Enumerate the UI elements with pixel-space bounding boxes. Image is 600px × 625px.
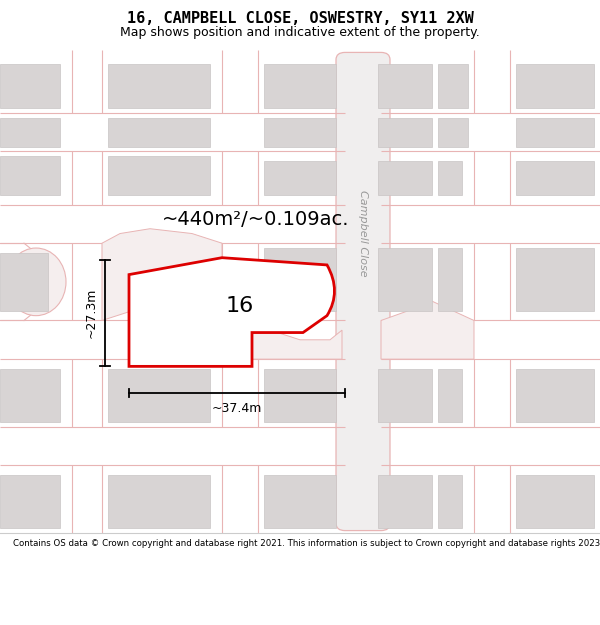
FancyBboxPatch shape: [516, 475, 594, 528]
FancyBboxPatch shape: [0, 156, 60, 195]
Text: Map shows position and indicative extent of the property.: Map shows position and indicative extent…: [120, 26, 480, 39]
FancyBboxPatch shape: [108, 118, 210, 147]
FancyBboxPatch shape: [516, 64, 594, 108]
FancyBboxPatch shape: [108, 64, 210, 108]
Text: ~27.3m: ~27.3m: [85, 288, 98, 338]
FancyBboxPatch shape: [516, 118, 594, 147]
FancyBboxPatch shape: [378, 248, 432, 311]
Text: Contains OS data © Crown copyright and database right 2021. This information is : Contains OS data © Crown copyright and d…: [13, 539, 600, 549]
FancyBboxPatch shape: [0, 118, 60, 147]
PathPatch shape: [129, 258, 335, 366]
Text: ~37.4m: ~37.4m: [212, 402, 262, 414]
FancyBboxPatch shape: [108, 156, 210, 195]
FancyBboxPatch shape: [264, 161, 336, 195]
FancyBboxPatch shape: [438, 118, 468, 147]
FancyBboxPatch shape: [516, 248, 594, 311]
FancyBboxPatch shape: [264, 118, 336, 147]
FancyBboxPatch shape: [378, 475, 432, 528]
FancyBboxPatch shape: [438, 475, 462, 528]
FancyBboxPatch shape: [0, 475, 60, 528]
FancyBboxPatch shape: [438, 248, 462, 311]
Text: 16: 16: [226, 296, 254, 316]
Ellipse shape: [6, 248, 66, 316]
FancyBboxPatch shape: [264, 369, 336, 422]
FancyBboxPatch shape: [438, 369, 462, 422]
FancyBboxPatch shape: [0, 369, 60, 422]
FancyBboxPatch shape: [0, 64, 60, 108]
FancyBboxPatch shape: [264, 475, 336, 528]
FancyBboxPatch shape: [108, 369, 210, 422]
FancyBboxPatch shape: [336, 52, 390, 531]
FancyBboxPatch shape: [378, 369, 432, 422]
FancyBboxPatch shape: [438, 161, 462, 195]
FancyBboxPatch shape: [264, 64, 336, 108]
FancyBboxPatch shape: [516, 369, 594, 422]
FancyBboxPatch shape: [438, 64, 468, 108]
FancyBboxPatch shape: [264, 248, 336, 311]
FancyBboxPatch shape: [378, 64, 432, 108]
FancyBboxPatch shape: [378, 161, 432, 195]
Text: Campbell Close: Campbell Close: [358, 190, 368, 277]
FancyBboxPatch shape: [378, 118, 432, 147]
Text: 16, CAMPBELL CLOSE, OSWESTRY, SY11 2XW: 16, CAMPBELL CLOSE, OSWESTRY, SY11 2XW: [127, 11, 473, 26]
Polygon shape: [381, 301, 474, 359]
FancyBboxPatch shape: [0, 253, 48, 311]
Polygon shape: [102, 229, 222, 321]
FancyBboxPatch shape: [516, 161, 594, 195]
Text: ~440m²/~0.109ac.: ~440m²/~0.109ac.: [162, 210, 349, 229]
Polygon shape: [222, 321, 342, 359]
FancyBboxPatch shape: [108, 475, 210, 528]
